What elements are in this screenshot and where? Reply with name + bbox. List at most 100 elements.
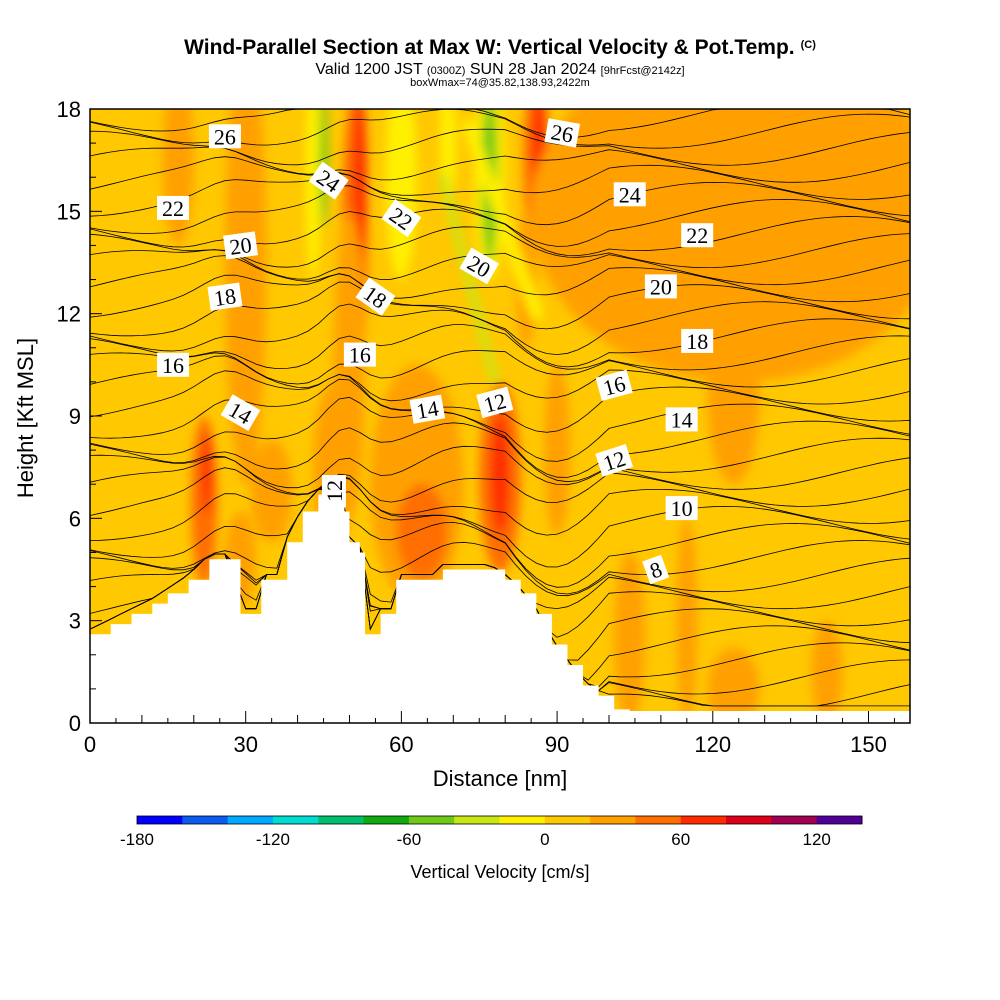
- contour-label-text: 14: [671, 407, 693, 432]
- theta-contour-line: [90, 445, 910, 490]
- forecast-info: [9hrFcst@2142z]: [600, 65, 685, 77]
- contour-label-bg: [681, 223, 714, 248]
- theta-contour-line: [90, 355, 910, 405]
- colorbar-tick-label: 120: [803, 830, 831, 849]
- contour-label-bg: [207, 282, 243, 311]
- contour-label-text: 24: [619, 182, 641, 207]
- contour-label-bg: [381, 199, 422, 238]
- x-tick-label: 60: [389, 732, 413, 757]
- x-axis-label: Distance [nm]: [432, 766, 568, 791]
- contour-label-bg: [595, 369, 633, 402]
- contour-label-text: 16: [162, 353, 184, 378]
- x-tick-label: 120: [694, 732, 731, 757]
- contour-label-text: 26: [214, 124, 236, 149]
- contour-label-bg: [409, 394, 446, 424]
- contour-label: 8: [642, 554, 670, 585]
- valid-time-utc: (0300Z): [426, 65, 466, 77]
- contour-label-text: 20: [228, 232, 253, 260]
- w-cell: [250, 439, 293, 543]
- y-tick-label: 0: [69, 711, 81, 736]
- axes: 0 30 60 90 120 150 0 3 6 9 12 15 18: [57, 97, 895, 757]
- theta-contour-line: [90, 324, 910, 371]
- colorbar-swatch: [227, 816, 274, 824]
- colorbar-swatch: [272, 816, 319, 824]
- w-cell: [544, 364, 571, 536]
- copyright-mark: (C): [800, 39, 816, 51]
- theta-contour-line: [90, 467, 910, 536]
- contour-label-text: 14: [414, 395, 440, 423]
- colorbar: -180 -120 -60 0 60 120: [120, 815, 863, 849]
- colorbar-swatch: [318, 816, 365, 824]
- contour-label: 12: [595, 443, 634, 477]
- theta-contour-line: [90, 488, 910, 595]
- w-cell: [676, 518, 698, 723]
- colorbar-swatch: [635, 816, 682, 824]
- colorbar-swatch: [590, 816, 636, 824]
- w-streak: [462, 119, 543, 321]
- terrain-mask: [90, 494, 910, 723]
- contour-label-text: 18: [686, 329, 708, 354]
- w-cell: [707, 313, 760, 485]
- w-cell: [353, 109, 367, 263]
- colorbar-tick-label: -180: [120, 830, 154, 849]
- theta-contours: [90, 109, 910, 707]
- theta-contour-line: [90, 273, 910, 330]
- y-tick-label: 9: [69, 404, 81, 429]
- contour-label-text: 22: [162, 196, 184, 221]
- contour-label-text: 20: [650, 274, 672, 299]
- colorbar-swatch: [816, 816, 863, 824]
- w-cell: [305, 109, 321, 280]
- colorbar-label: Vertical Velocity [cm/s]: [410, 862, 590, 882]
- valid-time: Valid 1200 JST: [315, 61, 427, 78]
- colorbar-swatch: [182, 816, 229, 824]
- y-tick-label: 18: [57, 97, 81, 122]
- theta-contour-line: [90, 370, 910, 433]
- chart-title-text: Wind-Parallel Section at Max W: Vertical…: [184, 36, 795, 59]
- y-tick-label: 3: [69, 609, 81, 634]
- colorbar-tick-label: -60: [397, 830, 422, 849]
- theta-contour-line: [90, 350, 910, 388]
- chart-subtitle: Valid 1200 JST (0300Z) SUN 28 Jan 2024 […: [0, 61, 1000, 79]
- contour-label: 22: [157, 195, 190, 221]
- contour-label: 26: [208, 124, 241, 149]
- w-cell: [385, 109, 417, 280]
- contour-label-bg: [665, 496, 698, 521]
- chart-title: Wind-Parallel Section at Max W: Vertical…: [0, 36, 1000, 60]
- contour-label-bg: [476, 386, 514, 419]
- contour-label: 16: [343, 342, 376, 368]
- theta-contour-line: [90, 185, 910, 247]
- x-tick-label: 90: [545, 732, 569, 757]
- theta-contour-line: [90, 396, 910, 478]
- contour-label-bg: [157, 352, 190, 377]
- theta-contour-line: [90, 422, 910, 483]
- colorbar-swatch: [726, 816, 772, 824]
- contour-label: 20: [459, 247, 500, 285]
- w-cell: [100, 109, 142, 314]
- theta-contour-line: [90, 109, 910, 139]
- contour-label-text: 16: [349, 343, 371, 368]
- contour-label: 10: [665, 496, 698, 521]
- contour-label-text: 26: [549, 119, 575, 147]
- contour-label: 12: [321, 475, 347, 508]
- colorbar-swatch: [771, 816, 818, 824]
- contour-label: 24: [613, 182, 646, 207]
- contour-label-bg: [644, 274, 677, 299]
- colorbar-tick-label: 60: [671, 830, 690, 849]
- contour-label-bg: [681, 328, 714, 353]
- w-cell: [201, 433, 212, 515]
- contour-label: 26: [544, 118, 581, 148]
- theta-contour-line: [90, 477, 910, 568]
- contour-label-text: 10: [671, 496, 693, 521]
- contour-label-bg: [544, 118, 581, 148]
- contour-label-bg: [355, 277, 396, 316]
- valid-date: SUN 28 Jan 2024: [465, 61, 601, 78]
- colorbar-tick-label: -120: [256, 830, 290, 849]
- w-cell: [396, 484, 449, 580]
- x-tick-label: 30: [233, 732, 257, 757]
- contour-label: 12: [476, 386, 514, 419]
- w-cell: [224, 109, 267, 485]
- colorbar-swatch: [137, 816, 183, 824]
- theta-contour-line: [90, 303, 910, 368]
- w-cell: [811, 620, 843, 723]
- y-tick-label: 15: [57, 199, 81, 224]
